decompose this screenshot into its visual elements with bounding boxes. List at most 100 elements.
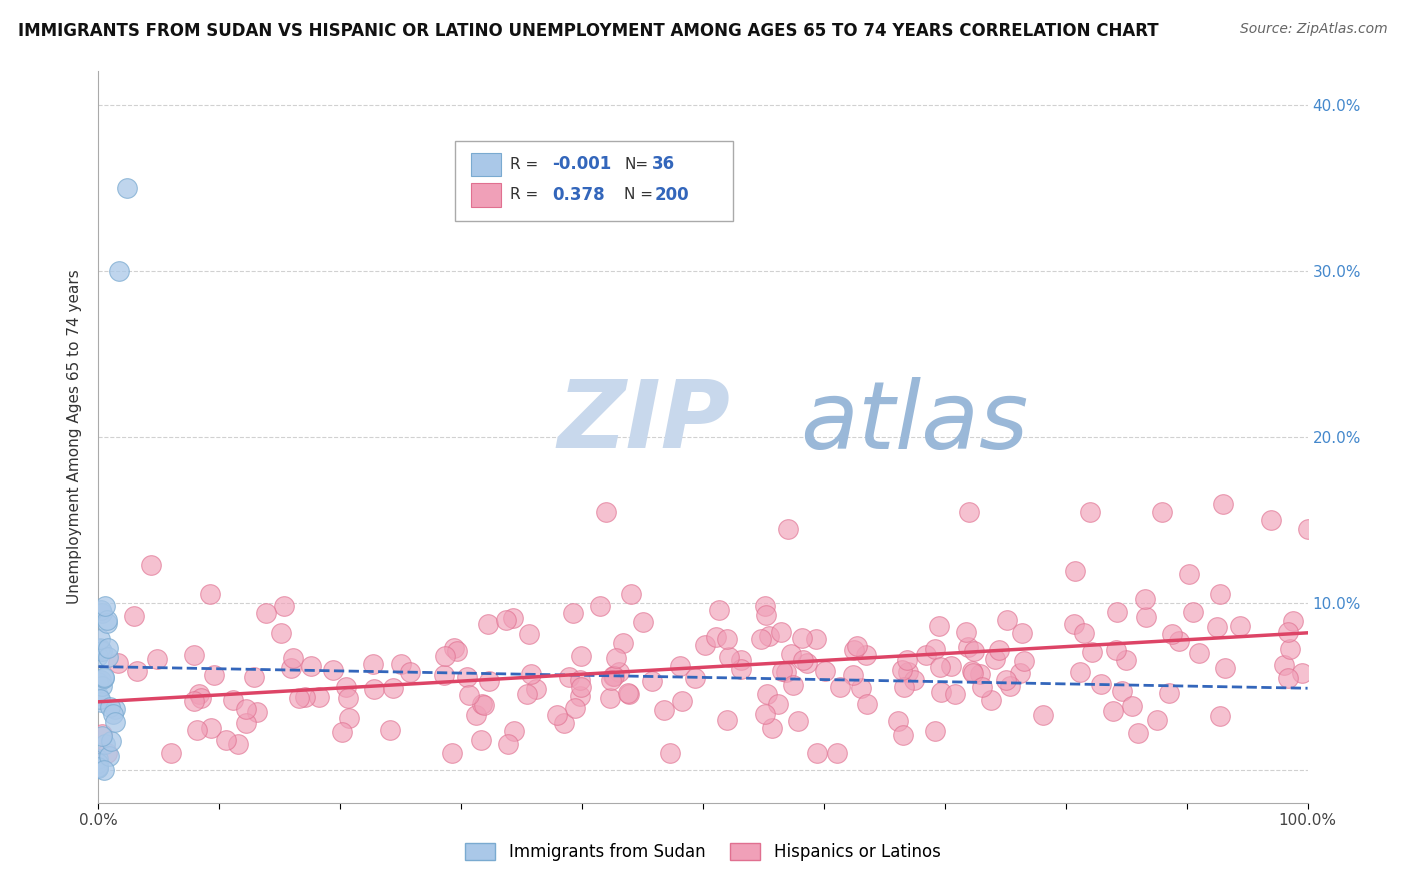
Hispanics or Latinos — [988, 643, 1011, 657]
Hispanics or Latinos — [775, 665, 797, 679]
Hispanics or Latinos — [589, 599, 612, 613]
Hispanics or Latinos — [477, 616, 499, 631]
Hispanics or Latinos — [1206, 620, 1229, 634]
Hispanics or Latinos — [1011, 626, 1033, 640]
Hispanics or Latinos — [441, 746, 464, 760]
Hispanics or Latinos — [502, 723, 524, 738]
Immigrants from Sudan — [94, 599, 117, 614]
Immigrants from Sudan — [87, 752, 110, 766]
Immigrants from Sudan — [97, 649, 120, 664]
Immigrants from Sudan — [89, 692, 111, 706]
Hispanics or Latinos — [962, 665, 984, 680]
Hispanics or Latinos — [568, 689, 591, 703]
Hispanics or Latinos — [602, 668, 624, 682]
Hispanics or Latinos — [470, 732, 492, 747]
Immigrants from Sudan — [93, 670, 115, 684]
Hispanics or Latinos — [524, 681, 547, 696]
Hispanics or Latinos — [1012, 654, 1035, 668]
Hispanics or Latinos — [939, 658, 962, 673]
Hispanics or Latinos — [893, 681, 915, 695]
Hispanics or Latinos — [127, 664, 149, 678]
Hispanics or Latinos — [1115, 653, 1137, 667]
Immigrants from Sudan — [87, 674, 110, 689]
Hispanics or Latinos — [716, 632, 738, 647]
Hispanics or Latinos — [749, 632, 772, 646]
Hispanics or Latinos — [1282, 614, 1305, 628]
Hispanics or Latinos — [1161, 627, 1184, 641]
Hispanics or Latinos — [928, 619, 950, 633]
Hispanics or Latinos — [704, 630, 727, 644]
Hispanics or Latinos — [243, 670, 266, 684]
Immigrants from Sudan — [91, 643, 114, 657]
Hispanics or Latinos — [183, 694, 205, 708]
Hispanics or Latinos — [299, 659, 322, 673]
Hispanics or Latinos — [1152, 505, 1174, 519]
Hispanics or Latinos — [200, 721, 222, 735]
Hispanics or Latinos — [1209, 709, 1232, 723]
Hispanics or Latinos — [685, 671, 707, 685]
Hispanics or Latinos — [652, 703, 675, 717]
Hispanics or Latinos — [770, 664, 793, 678]
Hispanics or Latinos — [669, 659, 692, 673]
Hispanics or Latinos — [378, 723, 401, 738]
Hispanics or Latinos — [561, 606, 583, 620]
Text: R =: R = — [509, 187, 537, 202]
Hispanics or Latinos — [564, 701, 586, 715]
Hispanics or Latinos — [1032, 707, 1054, 722]
Hispanics or Latinos — [198, 587, 221, 601]
Immigrants from Sudan — [89, 642, 111, 657]
Hispanics or Latinos — [339, 710, 361, 724]
Hispanics or Latinos — [796, 656, 818, 670]
Hispanics or Latinos — [718, 649, 741, 664]
Hispanics or Latinos — [202, 668, 225, 682]
Hispanics or Latinos — [456, 670, 478, 684]
Hispanics or Latinos — [389, 657, 412, 671]
Hispanics or Latinos — [972, 680, 994, 694]
Immigrants from Sudan — [87, 756, 110, 770]
Hispanics or Latinos — [465, 707, 488, 722]
FancyBboxPatch shape — [471, 183, 501, 207]
Hispanics or Latinos — [716, 714, 738, 728]
Hispanics or Latinos — [496, 738, 519, 752]
Hispanics or Latinos — [1291, 665, 1313, 680]
Hispanics or Latinos — [159, 746, 181, 760]
Hispanics or Latinos — [361, 657, 384, 671]
Hispanics or Latinos — [1073, 626, 1095, 640]
Hispanics or Latinos — [1080, 645, 1102, 659]
Hispanics or Latinos — [891, 728, 914, 742]
Text: N =: N = — [624, 187, 654, 202]
Hispanics or Latinos — [90, 727, 112, 741]
Hispanics or Latinos — [814, 664, 837, 678]
Hispanics or Latinos — [335, 680, 357, 694]
Hispanics or Latinos — [825, 746, 848, 760]
Hispanics or Latinos — [929, 684, 952, 698]
Hispanics or Latinos — [1279, 641, 1302, 656]
Hispanics or Latinos — [1063, 617, 1085, 632]
Hispanics or Latinos — [768, 697, 790, 711]
Immigrants from Sudan — [87, 761, 110, 775]
Hispanics or Latinos — [980, 692, 1002, 706]
Immigrants from Sudan — [97, 749, 120, 764]
Hispanics or Latinos — [1069, 665, 1091, 680]
Hispanics or Latinos — [294, 690, 316, 705]
Hispanics or Latinos — [842, 668, 865, 682]
Hispanics or Latinos — [891, 663, 914, 677]
Hispanics or Latinos — [929, 660, 952, 674]
Hispanics or Latinos — [1272, 658, 1295, 673]
Hispanics or Latinos — [1213, 661, 1236, 675]
Hispanics or Latinos — [659, 746, 682, 760]
Hispanics or Latinos — [1277, 671, 1299, 685]
Immigrants from Sudan — [90, 607, 112, 621]
Hispanics or Latinos — [288, 691, 311, 706]
Y-axis label: Unemployment Among Ages 65 to 74 years: Unemployment Among Ages 65 to 74 years — [67, 269, 83, 605]
Hispanics or Latinos — [1157, 686, 1180, 700]
Hispanics or Latinos — [270, 625, 292, 640]
Hispanics or Latinos — [995, 613, 1018, 627]
Hispanics or Latinos — [308, 690, 330, 704]
Hispanics or Latinos — [273, 599, 295, 613]
Immigrants from Sudan — [97, 641, 120, 656]
Hispanics or Latinos — [792, 652, 814, 666]
FancyBboxPatch shape — [471, 153, 501, 176]
Hispanics or Latinos — [695, 638, 717, 652]
Hispanics or Latinos — [568, 673, 591, 687]
